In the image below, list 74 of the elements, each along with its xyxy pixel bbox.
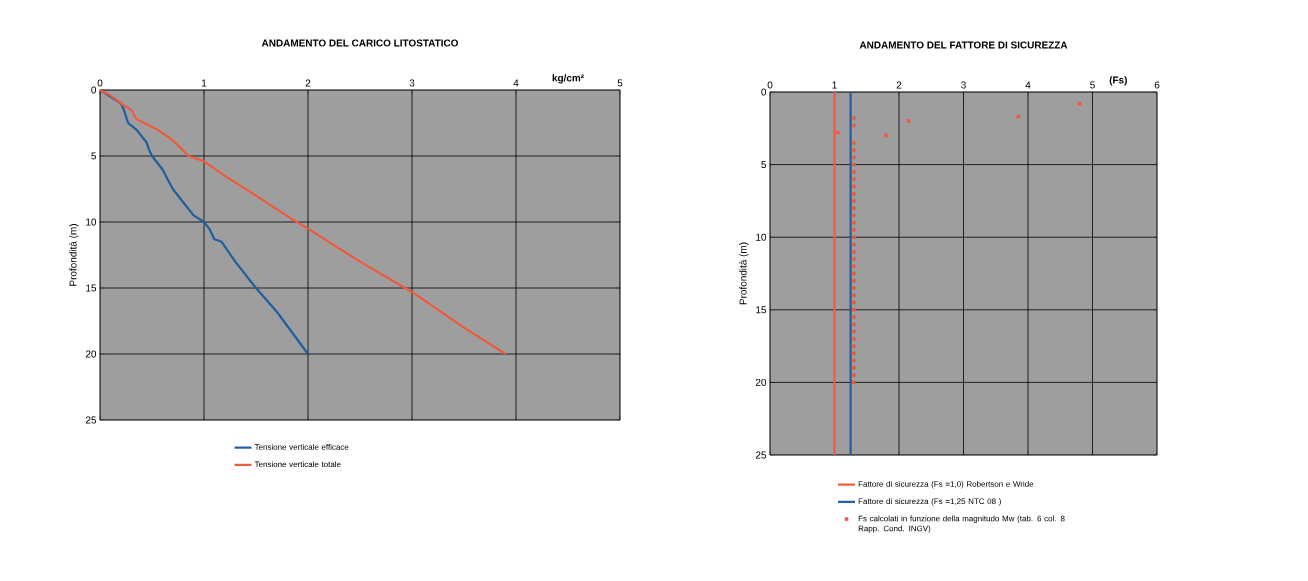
x-tick-label: 4 [1025, 81, 1031, 89]
point [852, 177, 856, 181]
x-tick-label: 2 [305, 79, 311, 87]
point [852, 123, 856, 128]
x-tick-label: 5 [617, 79, 623, 87]
x-tick-label: 5 [1090, 81, 1095, 89]
x-tick-label: 6 [1154, 81, 1160, 89]
point [835, 130, 840, 135]
point [1077, 101, 1082, 106]
point [852, 308, 856, 312]
x-tick-label: 4 [513, 79, 519, 87]
x-tick-label: 3 [409, 79, 415, 87]
point [852, 199, 856, 203]
y-tick-label: 5 [761, 161, 767, 169]
y-tick-label: 10 [86, 218, 97, 226]
point [852, 358, 856, 363]
point [852, 366, 856, 370]
point [852, 271, 856, 276]
point [852, 380, 856, 385]
point [884, 133, 888, 138]
point [852, 191, 856, 196]
y-axis-title: Profondità (m) [739, 242, 749, 305]
point [852, 206, 856, 210]
y-tick-label: 25 [755, 451, 767, 459]
point [906, 119, 911, 123]
x-tick-label: 1 [202, 79, 207, 87]
point [852, 184, 856, 189]
x-tick-label: 0 [97, 79, 103, 87]
point [852, 220, 856, 225]
point [852, 351, 856, 356]
point [1016, 114, 1021, 119]
x-tick-label: 1 [832, 81, 837, 89]
point [852, 278, 856, 283]
y-axis-title: Profondità (m) [69, 224, 79, 286]
y-tick-label: 5 [91, 152, 97, 160]
point [852, 257, 856, 261]
x-tick-label: 0 [767, 81, 773, 89]
x-axis-title: (Fs) [1109, 76, 1127, 86]
point [852, 293, 856, 298]
point [852, 155, 856, 160]
point [852, 228, 856, 232]
point [852, 329, 856, 334]
point [852, 264, 856, 269]
point [852, 337, 856, 341]
point [852, 344, 856, 348]
x-axis-title: kg/cm² [552, 74, 584, 84]
point [852, 116, 856, 120]
point [852, 315, 856, 319]
y-tick-label: 10 [756, 233, 767, 241]
point [852, 141, 856, 145]
point [852, 162, 856, 167]
point [852, 170, 856, 174]
line-series [100, 90, 507, 356]
y-tick-label: 25 [85, 416, 97, 424]
y-tick-label: 15 [756, 306, 767, 314]
point [852, 300, 856, 305]
point [852, 373, 856, 377]
point [852, 213, 856, 218]
point [852, 235, 856, 239]
x-tick-label: 2 [896, 81, 902, 89]
y-tick-label: 0 [761, 88, 767, 96]
line-series [100, 90, 310, 356]
point [852, 242, 856, 247]
point [852, 322, 856, 327]
point [852, 249, 856, 254]
point [852, 286, 856, 290]
x-tick-label: 3 [961, 81, 966, 89]
y-tick-label: 0 [91, 86, 97, 94]
y-tick-label: 20 [85, 350, 97, 358]
chart-title: ANDAMENTO DEL FATTORE DI SICUREZZA [859, 41, 1068, 49]
point [852, 148, 856, 152]
chart-title: ANDAMENTO DEL CARICO LITOSTATICO [261, 39, 459, 47]
y-tick-label: 15 [86, 284, 97, 292]
y-tick-label: 20 [755, 378, 767, 386]
